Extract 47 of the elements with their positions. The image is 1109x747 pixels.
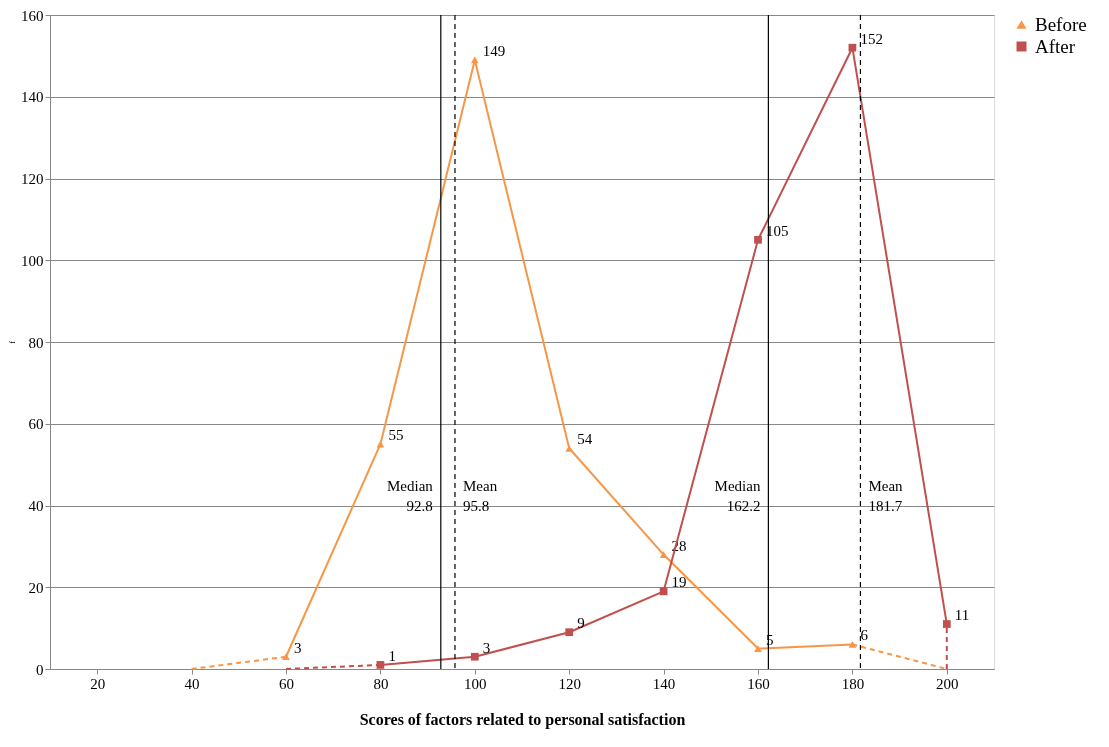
data-label: 55 [388,427,404,444]
x-tick-label: 120 [558,675,581,692]
data-label: 19 [671,574,687,591]
x-tick-label: 20 [90,675,106,692]
point [754,645,762,652]
y-tick-label: 0 [36,661,44,678]
y-axis-title: f [8,340,17,344]
legend-label: After [1035,35,1076,57]
y-tick-label: 60 [28,416,44,433]
point [470,652,479,661]
x-axis-title: Scores of factors related to personal satisfaction [359,710,686,729]
data-label: 3 [294,639,302,656]
y-tick-label: 20 [28,579,44,596]
x-tick-label: 160 [747,675,770,692]
y-tick-label: 40 [28,498,44,514]
ref-line-label: Mean 95.8 [462,477,498,514]
x-tick-label: 100 [464,675,487,692]
y-tick-label: 160 [21,7,44,24]
x-tick-label: 80 [373,675,389,692]
data-label: 1 [388,647,396,664]
point [659,587,668,596]
data-label: 149 [482,42,506,59]
point [565,444,574,452]
ref-line-label: Median 92.8 [386,477,434,514]
point [659,551,668,558]
data-label: 6 [860,627,869,644]
data-label: 3 [482,639,491,656]
x-tick-label: 140 [652,675,676,692]
legend-label: Before [1035,13,1087,35]
point [942,620,951,628]
data-label: 11 [954,607,970,624]
ref-line-label: Mean 181.7 [868,477,904,514]
y-tick-label: 100 [21,252,44,269]
x-tick-label: 200 [936,675,959,692]
point [754,235,762,244]
data-label: 152 [860,30,883,47]
y-tick-label: 80 [28,334,44,351]
x-tick-label: 40 [184,675,200,692]
point [376,440,385,448]
point [565,628,574,637]
y-tick-label: 120 [21,171,44,187]
data-label: 54 [577,431,593,448]
y-tick-label: 140 [21,89,44,106]
x-tick-label: 60 [279,675,294,692]
ref-line-label: Median 162.2 [714,477,761,514]
point [848,43,857,52]
x-tick-label: 180 [841,675,865,692]
